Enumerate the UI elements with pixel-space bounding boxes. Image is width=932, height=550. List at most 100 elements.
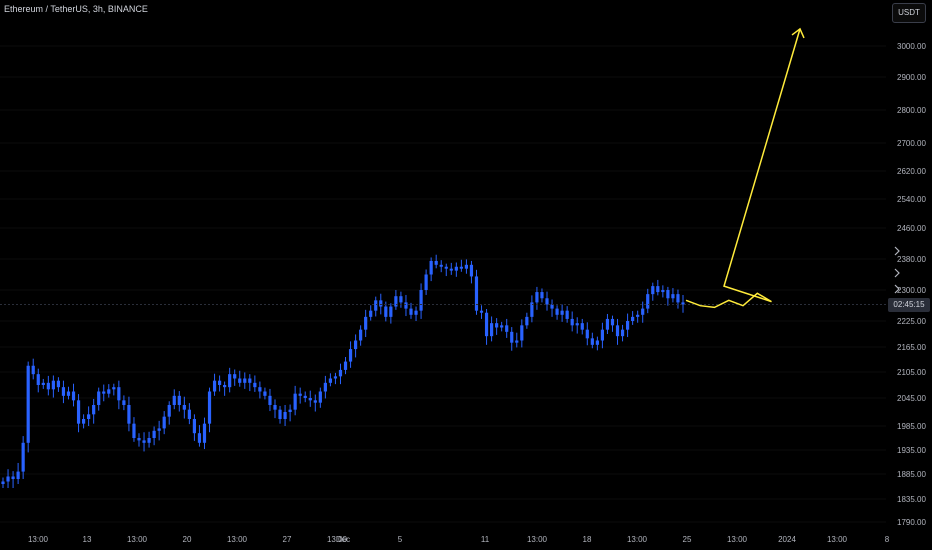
y-tick-label: 2165.00 bbox=[897, 343, 926, 352]
y-tick-label: 2105.00 bbox=[897, 368, 926, 377]
candle-body bbox=[681, 302, 685, 305]
y-tick-label: 2225.00 bbox=[897, 317, 926, 326]
candle-body bbox=[550, 304, 554, 309]
candle-body bbox=[585, 329, 589, 339]
candle-body bbox=[308, 398, 312, 401]
candle-body bbox=[197, 433, 202, 443]
candle-body bbox=[500, 325, 504, 328]
candle-body bbox=[87, 414, 91, 419]
candle-body bbox=[424, 274, 428, 290]
candle-body bbox=[364, 316, 368, 330]
scroll-right-arrow-icon[interactable] bbox=[893, 284, 901, 294]
candle-body bbox=[228, 374, 232, 388]
candle-body bbox=[454, 266, 458, 271]
candle-body bbox=[449, 268, 453, 271]
candle-body bbox=[76, 400, 81, 424]
y-tick-label: 2800.00 bbox=[897, 106, 926, 115]
candle-body bbox=[147, 438, 151, 443]
candle-body bbox=[1, 481, 5, 484]
candle-body bbox=[303, 395, 307, 398]
candle-body bbox=[560, 310, 564, 315]
projection-path bbox=[685, 28, 801, 309]
candle-body bbox=[263, 391, 267, 396]
candle-body bbox=[484, 312, 489, 337]
candle-body bbox=[122, 400, 126, 405]
candle-body bbox=[414, 310, 418, 315]
candle-body bbox=[233, 374, 237, 379]
candle-body bbox=[600, 329, 605, 341]
candle-body bbox=[273, 405, 277, 410]
candle-body bbox=[92, 405, 96, 415]
candle-body bbox=[328, 378, 333, 383]
candle-body bbox=[646, 294, 650, 309]
candle-body bbox=[625, 321, 630, 330]
candle-body bbox=[117, 387, 121, 401]
candle-body bbox=[505, 325, 509, 332]
candle-body bbox=[202, 423, 207, 443]
candle-body bbox=[353, 340, 358, 350]
candle-body bbox=[167, 405, 171, 417]
candle-body bbox=[464, 264, 469, 269]
candle-body bbox=[323, 382, 327, 392]
price-axis: 3000.00 2900.00 2800.00 2700.00 2620.00 2540.… bbox=[897, 42, 926, 527]
candle-body bbox=[636, 314, 640, 317]
y-tick-label: 2700.00 bbox=[897, 139, 926, 148]
candle-body bbox=[243, 378, 247, 383]
candle-body bbox=[56, 380, 61, 388]
candle-body bbox=[293, 393, 297, 410]
candle-body bbox=[474, 276, 479, 311]
candle-body bbox=[343, 361, 348, 370]
candle-body bbox=[374, 300, 378, 311]
x-tick-label: 2024 bbox=[778, 535, 796, 544]
candle-body bbox=[288, 409, 292, 412]
candle-body bbox=[610, 318, 615, 326]
candle-body bbox=[71, 391, 76, 401]
candle-body bbox=[525, 316, 529, 326]
candle-body bbox=[515, 340, 519, 343]
symbol-title: Ethereum / TetherUS, 3h, BINANCE bbox=[4, 4, 148, 14]
scroll-right-arrow-icon[interactable] bbox=[893, 268, 901, 278]
candle-body bbox=[107, 389, 111, 394]
candle-body bbox=[217, 380, 222, 385]
candle-body bbox=[268, 395, 272, 405]
candle-body bbox=[187, 409, 191, 419]
candle-body bbox=[489, 323, 494, 337]
candle-body bbox=[11, 476, 15, 479]
candle-body bbox=[26, 365, 30, 443]
candle-body bbox=[258, 387, 262, 392]
candle-body bbox=[223, 385, 227, 388]
candle-body bbox=[540, 292, 544, 299]
candle-body bbox=[530, 302, 534, 317]
candle-body bbox=[46, 382, 50, 390]
candle-body bbox=[278, 409, 282, 419]
currency-button[interactable]: USDT bbox=[892, 3, 926, 23]
candle-body bbox=[212, 380, 217, 392]
candle-body bbox=[369, 310, 373, 317]
x-tick-label: 13:00 bbox=[827, 535, 848, 544]
candle-body bbox=[81, 419, 86, 424]
y-tick-label: 2380.00 bbox=[897, 255, 926, 264]
x-tick-label: 18 bbox=[583, 535, 592, 544]
candle-body bbox=[298, 393, 302, 396]
x-tick-label: 13:00 bbox=[527, 535, 548, 544]
candle-body bbox=[51, 380, 55, 390]
y-tick-label: 1885.00 bbox=[897, 470, 926, 479]
x-tick-label: 11 bbox=[481, 535, 490, 544]
x-tick-label: 20 bbox=[183, 535, 192, 544]
y-tick-label: 3000.00 bbox=[897, 42, 926, 51]
candle-body bbox=[615, 325, 620, 337]
candle-body bbox=[545, 298, 549, 305]
candle-body bbox=[641, 308, 645, 315]
candle-body bbox=[394, 296, 398, 307]
candle-body bbox=[21, 442, 25, 472]
candle-body bbox=[6, 476, 10, 482]
candle-body bbox=[631, 316, 635, 321]
candle-body bbox=[444, 266, 448, 269]
y-tick-label: 2900.00 bbox=[897, 73, 926, 82]
candle-body bbox=[333, 376, 338, 379]
scroll-up-arrow-icon[interactable] bbox=[893, 246, 901, 256]
candle-body bbox=[580, 323, 584, 330]
candle-body bbox=[313, 400, 317, 403]
candle-body bbox=[137, 438, 141, 441]
